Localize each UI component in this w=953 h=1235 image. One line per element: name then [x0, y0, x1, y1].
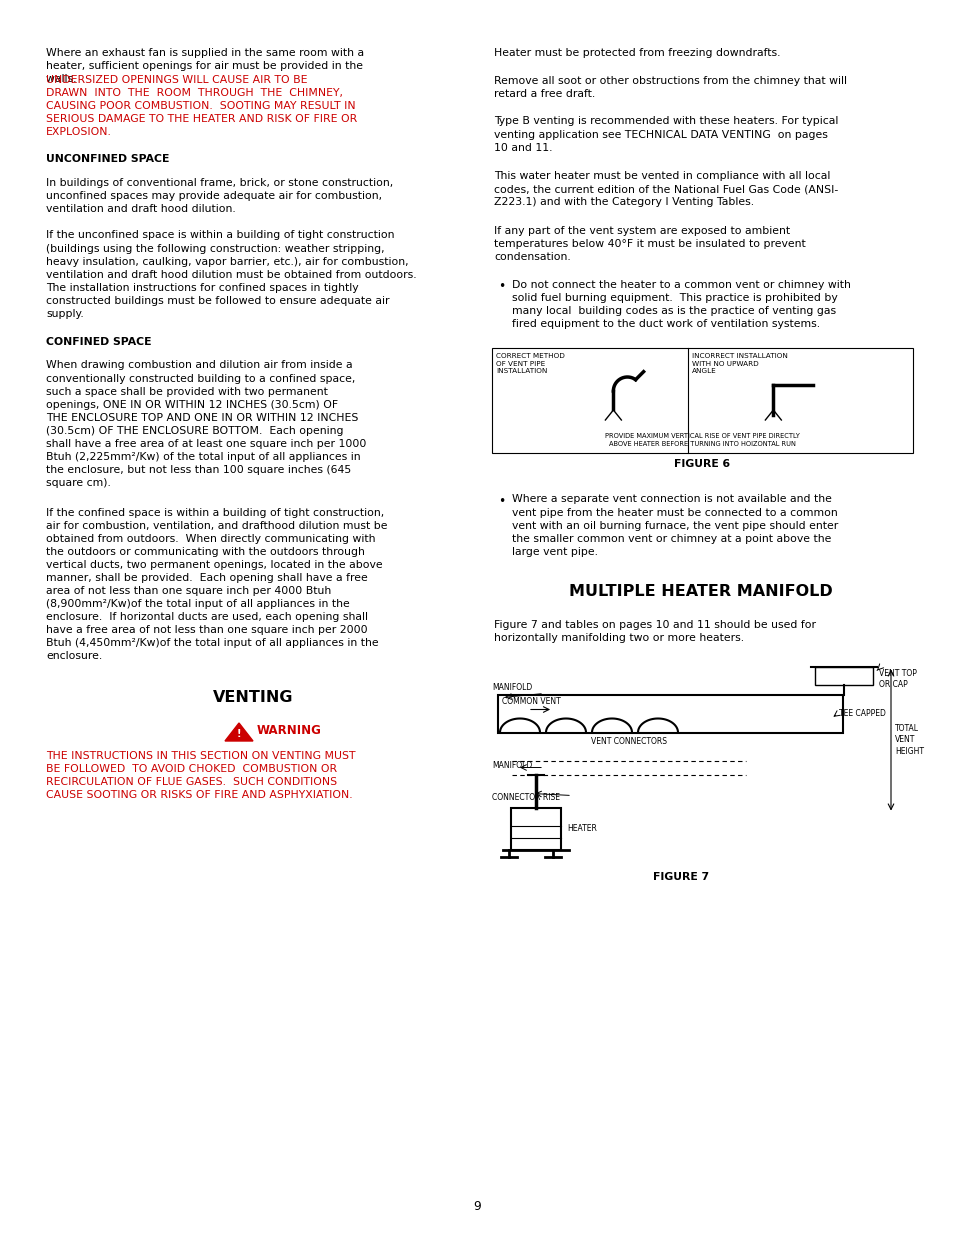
Text: Do not connect the heater to a common vent or chimney with
solid fuel burning eq: Do not connect the heater to a common ve…: [512, 280, 850, 329]
Text: FIGURE 6: FIGURE 6: [674, 459, 730, 469]
Text: CONNECTOR RISE: CONNECTOR RISE: [492, 793, 559, 802]
Text: INCORRECT INSTALLATION
WITH NO UPWARD
ANGLE: INCORRECT INSTALLATION WITH NO UPWARD AN…: [691, 353, 787, 374]
Bar: [492, 348, 912, 453]
Text: 9: 9: [473, 1200, 480, 1213]
Text: WARNING: WARNING: [256, 724, 321, 736]
Text: VENT TOP
OR CAP: VENT TOP OR CAP: [878, 668, 916, 689]
Text: If any part of the vent system are exposed to ambient
temperatures below 40°F it: If any part of the vent system are expos…: [494, 226, 805, 262]
Text: MULTIPLE HEATER MANIFOLD: MULTIPLE HEATER MANIFOLD: [569, 584, 832, 599]
Text: PROVIDE MAXIMUM VERTICAL RISE OF VENT PIPE DIRECTLY
ABOVE HEATER BEFORE TURNING : PROVIDE MAXIMUM VERTICAL RISE OF VENT PI…: [604, 433, 800, 447]
Bar: [597, 420, 629, 445]
Text: Type B venting is recommended with these heaters. For typical
venting applicatio: Type B venting is recommended with these…: [494, 116, 838, 153]
Text: When drawing combustion and dilution air from inside a
conventionally constructe: When drawing combustion and dilution air…: [46, 361, 366, 488]
Text: Where a separate vent connection is not available and the
vent pipe from the hea: Where a separate vent connection is not …: [512, 494, 838, 557]
Bar: [497, 694, 842, 732]
Text: CORRECT METHOD
OF VENT PIPE
INSTALLATION: CORRECT METHOD OF VENT PIPE INSTALLATION: [496, 353, 564, 374]
Text: Figure 7 and tables on pages 10 and 11 should be used for
horizontally manifoldi: Figure 7 and tables on pages 10 and 11 s…: [494, 620, 815, 642]
Text: TOTAL
VENT
HEIGHT: TOTAL VENT HEIGHT: [894, 725, 923, 756]
Text: HEATER: HEATER: [566, 824, 597, 832]
Text: VENTING: VENTING: [213, 689, 293, 704]
Text: If the confined space is within a building of tight construction,
air for combus: If the confined space is within a buildi…: [46, 508, 387, 661]
Text: •: •: [497, 280, 505, 293]
Bar: [814, 667, 872, 684]
Text: If the unconfined space is within a building of tight construction
(buildings us: If the unconfined space is within a buil…: [46, 231, 416, 319]
Text: COMMON VENT: COMMON VENT: [501, 698, 560, 706]
Text: This water heater must be vented in compliance with all local
codes, the current: This water heater must be vented in comp…: [494, 170, 838, 207]
Bar: [757, 420, 788, 445]
Text: VENT CONNECTORS: VENT CONNECTORS: [591, 736, 666, 746]
Text: MANIFOLD: MANIFOLD: [492, 683, 532, 692]
Text: UNDERSIZED OPENINGS WILL CAUSE AIR TO BE
DRAWN  INTO  THE  ROOM  THROUGH  THE  C: UNDERSIZED OPENINGS WILL CAUSE AIR TO BE…: [46, 75, 356, 137]
Text: TEE CAPPED: TEE CAPPED: [838, 709, 885, 718]
Text: THE INSTRUCTIONS IN THIS SECTION ON VENTING MUST
BE FOLLOWED  TO AVOID CHOKED  C: THE INSTRUCTIONS IN THIS SECTION ON VENT…: [46, 751, 355, 800]
Text: Where an exhaust fan is supplied in the same room with a
heater, sufficient open: Where an exhaust fan is supplied in the …: [46, 48, 364, 84]
Bar: [511, 808, 560, 850]
Text: !: !: [236, 729, 241, 739]
Text: FIGURE 7: FIGURE 7: [652, 872, 708, 882]
Text: In buildings of conventional frame, brick, or stone construction,
unconfined spa: In buildings of conventional frame, bric…: [46, 178, 393, 214]
Text: •: •: [497, 494, 505, 508]
Text: UNCONFINED SPACE: UNCONFINED SPACE: [46, 154, 170, 164]
Text: Remove all soot or other obstructions from the chimney that will
retard a free d: Remove all soot or other obstructions fr…: [494, 75, 846, 99]
Text: MANIFOLD: MANIFOLD: [492, 761, 532, 769]
Text: Heater must be protected from freezing downdrafts.: Heater must be protected from freezing d…: [494, 48, 780, 58]
Polygon shape: [225, 722, 253, 741]
Text: CONFINED SPACE: CONFINED SPACE: [46, 337, 152, 347]
